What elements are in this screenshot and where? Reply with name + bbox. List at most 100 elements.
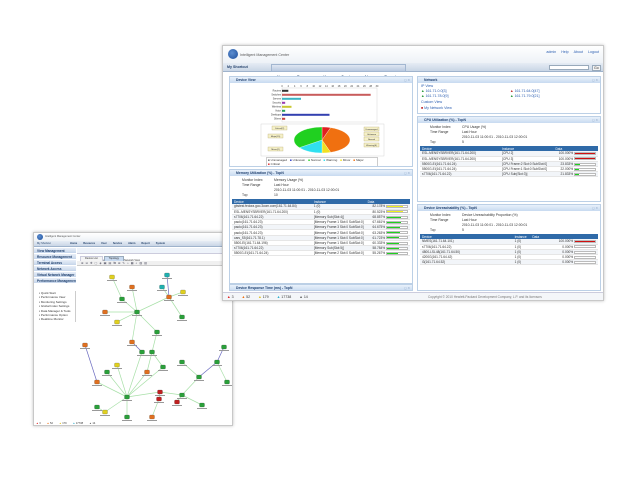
tab-service[interactable]: Service xyxy=(112,242,123,245)
submenu-item[interactable]: ▪ Monitoring Settings xyxy=(39,299,67,304)
panel-controls-icon[interactable]: ◻ ✕ xyxy=(404,171,410,175)
submenu-item[interactable]: ▪ Realtime Monitor xyxy=(39,317,64,322)
table-row[interactable]: s7706(161.71.64.22) [CPU Sub(Slot:3)] 21.8… xyxy=(420,171,598,178)
table-row[interactable]: 5500G-EI(161.71.64.24) [CPU Frame:2 Slot:… xyxy=(420,161,598,168)
sidebar-item[interactable]: Performance Management xyxy=(34,278,76,284)
data-value: 55.267% xyxy=(372,251,386,256)
usage-bar xyxy=(574,245,596,249)
alarm-count[interactable]: ▲ 17738 xyxy=(277,295,292,300)
instance-cell: [CPU Sub(Slot:3)] xyxy=(500,171,554,178)
subnet-link[interactable]: ▲ 161.71.79.0[21] xyxy=(510,94,540,99)
column-header[interactable]: Device xyxy=(420,234,513,239)
panel-controls-icon[interactable]: ◻ ✕ xyxy=(404,286,410,290)
sidebar-item[interactable]: Network Access xyxy=(34,266,76,272)
panel-controls-icon[interactable]: ◻ ✕ xyxy=(592,118,598,122)
column-header[interactable]: Device xyxy=(232,199,312,204)
alarm-count[interactable]: ▲ 52 xyxy=(47,422,53,425)
subnet-link[interactable]: ▲ 161.71.64.0[47] xyxy=(510,89,540,94)
search-go-button[interactable]: Go xyxy=(592,64,601,71)
device-node-label xyxy=(155,395,165,396)
column-header[interactable]: Data xyxy=(553,146,598,151)
alarm-count[interactable]: ▲ 17738 xyxy=(73,422,84,425)
table-row[interactable]: 4800-LSL48(161.71.64.50) 1 (0) 0.000% xyxy=(420,249,598,256)
table-row[interactable]: 5500G-EI(161.71.64.24) [Memory Frame:2 Sl… xyxy=(232,250,410,257)
table-row[interactable]: ESL-MENSYSBRVER(161.71.64.200) [CPU 3] 100… xyxy=(420,156,598,162)
column-header[interactable]: Data xyxy=(530,234,598,239)
subnet-link[interactable]: ▲ 161.71.78.0[9] xyxy=(421,94,449,99)
admin-link[interactable]: admin xyxy=(546,50,557,54)
submenu-item[interactable]: ▪ Quick Start xyxy=(39,291,56,295)
data-cell: 0.000% xyxy=(530,254,598,261)
alarm-count[interactable]: ▲ 179 xyxy=(258,295,269,300)
instance-cell: [Memory Frame:2 Slot:0 SubSlot:0] xyxy=(311,250,366,257)
alarm-count[interactable]: ▲ 3 xyxy=(227,295,234,300)
alarm-count[interactable]: ▲ 179 xyxy=(59,422,67,425)
column-header[interactable]: Instance xyxy=(311,199,366,204)
submenu-item[interactable]: ▪ Data Manager & Tools xyxy=(39,308,71,313)
usage-bar xyxy=(574,173,596,176)
sidebar-item[interactable]: View Management xyxy=(34,248,76,254)
sidebar-item[interactable]: Virtual Network Manager xyxy=(34,272,76,278)
panel-controls-icon[interactable]: ◻ ✕ xyxy=(592,78,598,82)
tab-home[interactable]: Home xyxy=(70,242,78,245)
my-network-view-link[interactable]: ■ My Network View xyxy=(421,106,452,111)
sidebar-item[interactable]: Resource Management xyxy=(34,254,76,260)
device-node-label xyxy=(178,295,188,296)
submenu-item[interactable]: ▪ Performance Option xyxy=(39,312,68,317)
table-row[interactable]: 5500G-EI(161.71.64.24) [CPU Frame:1 Slot:… xyxy=(420,166,598,173)
data-cell: 67.661% xyxy=(365,219,410,226)
table-row[interactable]: i3(161.71.64.52) 1 (0) 0.000% xyxy=(420,259,598,266)
alarm-bell-icon: ▲ xyxy=(258,295,263,299)
column-header[interactable]: Device xyxy=(420,146,501,151)
table-row[interactable]: s7706(161.71.64.22) [Memory Sub(Slot:4)] 6… xyxy=(232,214,410,221)
subnet-link[interactable]: ▲ 161.71.0.0[3] xyxy=(421,89,447,94)
sidebar-item[interactable]: Terminal Access xyxy=(34,260,76,266)
table-row[interactable]: s7706(161.71.64.22) 1 (0) 0.000% xyxy=(420,244,598,250)
setting-value: 5 xyxy=(462,228,464,232)
column-header[interactable]: Data xyxy=(365,199,410,204)
tab-resource[interactable]: Resource xyxy=(83,242,96,245)
topology-toolbar[interactable]: ⊕⊖✥▢◈▣▤⇆⊞✎⌂▦◐▧▨ xyxy=(77,261,232,266)
topology-map[interactable] xyxy=(77,267,233,422)
x-tick-label: 2 xyxy=(288,85,290,88)
my-shortcut[interactable]: My Shortcut xyxy=(227,65,248,69)
table-row[interactable]: 4200G(161.71.64.42) 1 (0) 0.000% xyxy=(420,254,598,261)
table-row[interactable]: 5500-EI(161.71.64.196) [Memory Frame:1 Sl… xyxy=(232,240,410,247)
table-row[interactable]: cars_S5(161.71.78.1) [Memory Frame:1 Slot… xyxy=(232,235,410,241)
alarm-count[interactable]: ▲ 3 xyxy=(36,422,41,425)
tab-alarm[interactable]: Alarm xyxy=(128,242,136,245)
table-row[interactable]: gbstest.fedora.goo.3com.com(161.71.64.84… xyxy=(232,204,410,210)
alarm-count[interactable]: ▲ 14 xyxy=(89,422,95,425)
table-row[interactable]: paolo(161.71.64.23) [Memory Frame:2 Slot:… xyxy=(232,229,410,236)
column-header[interactable]: Instance xyxy=(512,234,531,239)
instance-cell: [Memory Frame:3 Slot:0 SubSlot:0] xyxy=(311,224,366,231)
alarm-count[interactable]: ▲ 52 xyxy=(242,295,251,300)
table-row[interactable]: ESL-MENSYSBRVER(161.71.64.200) [CPU 2] 100… xyxy=(420,151,598,157)
alarm-count[interactable]: ▲ 14 xyxy=(299,295,308,300)
table-header: Device Instance Data xyxy=(420,234,598,239)
legend-item: ■ Warning xyxy=(324,158,338,162)
panel-controls-icon[interactable]: ◻ ✕ xyxy=(404,78,410,82)
tab-system[interactable]: System xyxy=(155,242,166,245)
submenu-item[interactable]: ▪ Global Index Settings xyxy=(39,304,70,309)
about-link[interactable]: About xyxy=(573,50,583,54)
help-link[interactable]: Help xyxy=(561,50,569,54)
tab-report[interactable]: Report xyxy=(141,242,150,245)
table-row[interactable]: paolo(161.71.64.23) [Memory Frame:3 Slot:… xyxy=(232,224,410,231)
table-row[interactable]: paolo(161.71.64.23) [Memory Frame:1 Slot:… xyxy=(232,219,410,226)
table-row[interactable]: NMES(161.71.64.101) 1 (0) 100.000% xyxy=(420,239,598,245)
search-input[interactable] xyxy=(549,64,589,70)
table-row[interactable]: s7706(161.71.64.22) [Memory Sub(Slot:5)] 5… xyxy=(232,245,410,252)
bar-others xyxy=(282,117,286,120)
my-shortcut[interactable]: My Shortcut xyxy=(37,242,51,245)
column-header[interactable]: Instance xyxy=(500,146,554,151)
table-row[interactable]: ESL-MENSYSBRVER(161.71.64.200) 1 (0) 80.52… xyxy=(232,209,410,215)
legend-label: Normal xyxy=(310,158,321,162)
panel-controls-icon[interactable]: ◻ ✕ xyxy=(592,206,598,210)
setting-value: 2010-11-03 11:00:01 - 2010-11-03 12:00:0… xyxy=(274,188,340,192)
category-label: Routers xyxy=(273,90,282,93)
pie-callout-label: Critical(2) xyxy=(275,127,285,130)
logout-link[interactable]: Logout xyxy=(588,50,599,54)
tab-user[interactable]: User xyxy=(101,242,107,245)
submenu-item[interactable]: ▪ Performance View xyxy=(39,295,66,300)
